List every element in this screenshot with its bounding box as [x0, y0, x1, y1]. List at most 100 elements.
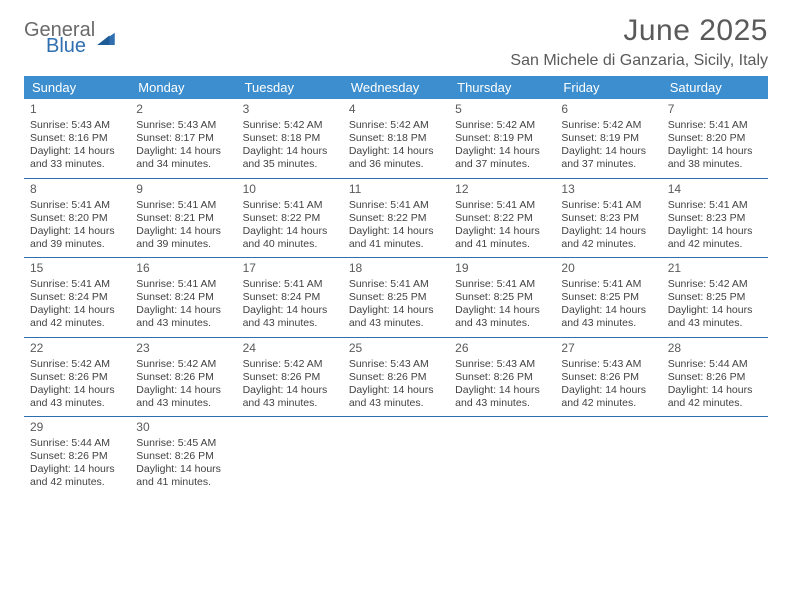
header: General Blue June 2025 San Michele di Ga…	[24, 14, 768, 70]
day-number: 10	[243, 182, 337, 197]
daylight-line: Daylight: 14 hours and 43 minutes.	[349, 384, 443, 410]
sunrise-line: Sunrise: 5:42 AM	[136, 358, 230, 371]
calendar-day-cell: 12Sunrise: 5:41 AMSunset: 8:22 PMDayligh…	[449, 179, 555, 258]
day-number: 16	[136, 261, 230, 276]
weekday-header: Sunday	[24, 76, 130, 99]
sunrise-line: Sunrise: 5:42 AM	[349, 119, 443, 132]
calendar-day-cell: 21Sunrise: 5:42 AMSunset: 8:25 PMDayligh…	[662, 258, 768, 337]
daylight-line: Daylight: 14 hours and 43 minutes.	[243, 384, 337, 410]
calendar-day-cell: 19Sunrise: 5:41 AMSunset: 8:25 PMDayligh…	[449, 258, 555, 337]
calendar-day-cell: 8Sunrise: 5:41 AMSunset: 8:20 PMDaylight…	[24, 179, 130, 258]
sunrise-line: Sunrise: 5:42 AM	[243, 358, 337, 371]
day-number: 13	[561, 182, 655, 197]
daylight-line: Daylight: 14 hours and 34 minutes.	[136, 145, 230, 171]
sunset-line: Sunset: 8:20 PM	[30, 212, 124, 225]
sunset-line: Sunset: 8:20 PM	[668, 132, 762, 145]
sunset-line: Sunset: 8:17 PM	[136, 132, 230, 145]
daylight-line: Daylight: 14 hours and 41 minutes.	[455, 225, 549, 251]
sunrise-line: Sunrise: 5:41 AM	[668, 119, 762, 132]
calendar-day-cell: 26Sunrise: 5:43 AMSunset: 8:26 PMDayligh…	[449, 338, 555, 417]
day-number: 2	[136, 102, 230, 117]
calendar-day-cell: 28Sunrise: 5:44 AMSunset: 8:26 PMDayligh…	[662, 338, 768, 417]
sunset-line: Sunset: 8:23 PM	[668, 212, 762, 225]
calendar-empty-cell	[343, 417, 449, 496]
calendar-day-cell: 17Sunrise: 5:41 AMSunset: 8:24 PMDayligh…	[237, 258, 343, 337]
calendar-day-cell: 30Sunrise: 5:45 AMSunset: 8:26 PMDayligh…	[130, 417, 236, 496]
calendar-day-cell: 23Sunrise: 5:42 AMSunset: 8:26 PMDayligh…	[130, 338, 236, 417]
calendar-day-cell: 4Sunrise: 5:42 AMSunset: 8:18 PMDaylight…	[343, 99, 449, 178]
sunset-line: Sunset: 8:26 PM	[561, 371, 655, 384]
sunset-line: Sunset: 8:22 PM	[243, 212, 337, 225]
daylight-line: Daylight: 14 hours and 41 minutes.	[349, 225, 443, 251]
sunset-line: Sunset: 8:18 PM	[243, 132, 337, 145]
daylight-line: Daylight: 14 hours and 41 minutes.	[136, 463, 230, 489]
calendar-day-cell: 13Sunrise: 5:41 AMSunset: 8:23 PMDayligh…	[555, 179, 661, 258]
weekday-header-row: Sunday Monday Tuesday Wednesday Thursday…	[24, 76, 768, 99]
sunrise-line: Sunrise: 5:43 AM	[30, 119, 124, 132]
sunrise-line: Sunrise: 5:41 AM	[136, 278, 230, 291]
day-number: 7	[668, 102, 762, 117]
daylight-line: Daylight: 14 hours and 43 minutes.	[561, 304, 655, 330]
daylight-line: Daylight: 14 hours and 42 minutes.	[30, 304, 124, 330]
day-number: 30	[136, 420, 230, 435]
weekday-header: Tuesday	[237, 76, 343, 99]
weekday-header: Saturday	[662, 76, 768, 99]
daylight-line: Daylight: 14 hours and 42 minutes.	[561, 384, 655, 410]
sunset-line: Sunset: 8:25 PM	[455, 291, 549, 304]
sunset-line: Sunset: 8:25 PM	[349, 291, 443, 304]
daylight-line: Daylight: 14 hours and 33 minutes.	[30, 145, 124, 171]
calendar-week-row: 29Sunrise: 5:44 AMSunset: 8:26 PMDayligh…	[24, 417, 768, 496]
sunset-line: Sunset: 8:26 PM	[668, 371, 762, 384]
calendar-day-cell: 7 Sunrise: 5:41 AMSunset: 8:20 PMDaylight…	[662, 99, 768, 178]
daylight-line: Daylight: 14 hours and 42 minutes.	[30, 463, 124, 489]
daylight-line: Daylight: 14 hours and 43 minutes.	[349, 304, 443, 330]
calendar-empty-cell	[449, 417, 555, 496]
sunrise-line: Sunrise: 5:41 AM	[243, 278, 337, 291]
sunset-line: Sunset: 8:26 PM	[349, 371, 443, 384]
daylight-line: Daylight: 14 hours and 43 minutes.	[30, 384, 124, 410]
day-number: 20	[561, 261, 655, 276]
calendar-day-cell: 15Sunrise: 5:41 AMSunset: 8:24 PMDayligh…	[24, 258, 130, 337]
sunset-line: Sunset: 8:22 PM	[349, 212, 443, 225]
logo-text-blue: Blue	[46, 36, 95, 56]
daylight-line: Daylight: 14 hours and 38 minutes.	[668, 145, 762, 171]
calendar-week-row: 8Sunrise: 5:41 AMSunset: 8:20 PMDaylight…	[24, 179, 768, 259]
logo: General Blue	[24, 14, 115, 56]
day-number: 28	[668, 341, 762, 356]
sunrise-line: Sunrise: 5:41 AM	[561, 278, 655, 291]
sunrise-line: Sunrise: 5:42 AM	[561, 119, 655, 132]
sunrise-line: Sunrise: 5:41 AM	[243, 199, 337, 212]
sunset-line: Sunset: 8:26 PM	[136, 450, 230, 463]
calendar-day-cell: 1Sunrise: 5:43 AMSunset: 8:16 PMDaylight…	[24, 99, 130, 178]
day-number: 24	[243, 341, 337, 356]
calendar-week-row: 15Sunrise: 5:41 AMSunset: 8:24 PMDayligh…	[24, 258, 768, 338]
day-number: 23	[136, 341, 230, 356]
calendar-week-row: 1Sunrise: 5:43 AMSunset: 8:16 PMDaylight…	[24, 99, 768, 179]
daylight-line: Daylight: 14 hours and 42 minutes.	[668, 225, 762, 251]
calendar-empty-cell	[555, 417, 661, 496]
calendar-day-cell: 20Sunrise: 5:41 AMSunset: 8:25 PMDayligh…	[555, 258, 661, 337]
sunset-line: Sunset: 8:25 PM	[668, 291, 762, 304]
daylight-line: Daylight: 14 hours and 43 minutes.	[455, 304, 549, 330]
calendar: Sunday Monday Tuesday Wednesday Thursday…	[24, 76, 768, 496]
sunset-line: Sunset: 8:24 PM	[243, 291, 337, 304]
day-number: 22	[30, 341, 124, 356]
sunset-line: Sunset: 8:26 PM	[30, 450, 124, 463]
month-title: June 2025	[510, 14, 768, 48]
daylight-line: Daylight: 14 hours and 42 minutes.	[561, 225, 655, 251]
day-number: 11	[349, 182, 443, 197]
day-number: 1	[30, 102, 124, 117]
daylight-line: Daylight: 14 hours and 43 minutes.	[243, 304, 337, 330]
sunrise-line: Sunrise: 5:41 AM	[455, 199, 549, 212]
calendar-day-cell: 16Sunrise: 5:41 AMSunset: 8:24 PMDayligh…	[130, 258, 236, 337]
sunrise-line: Sunrise: 5:43 AM	[455, 358, 549, 371]
calendar-day-cell: 5Sunrise: 5:42 AMSunset: 8:19 PMDaylight…	[449, 99, 555, 178]
daylight-line: Daylight: 14 hours and 37 minutes.	[561, 145, 655, 171]
day-number: 29	[30, 420, 124, 435]
day-number: 4	[349, 102, 443, 117]
sunrise-line: Sunrise: 5:42 AM	[243, 119, 337, 132]
sunset-line: Sunset: 8:21 PM	[136, 212, 230, 225]
weekday-header: Friday	[555, 76, 661, 99]
daylight-line: Daylight: 14 hours and 36 minutes.	[349, 145, 443, 171]
sunrise-line: Sunrise: 5:44 AM	[668, 358, 762, 371]
